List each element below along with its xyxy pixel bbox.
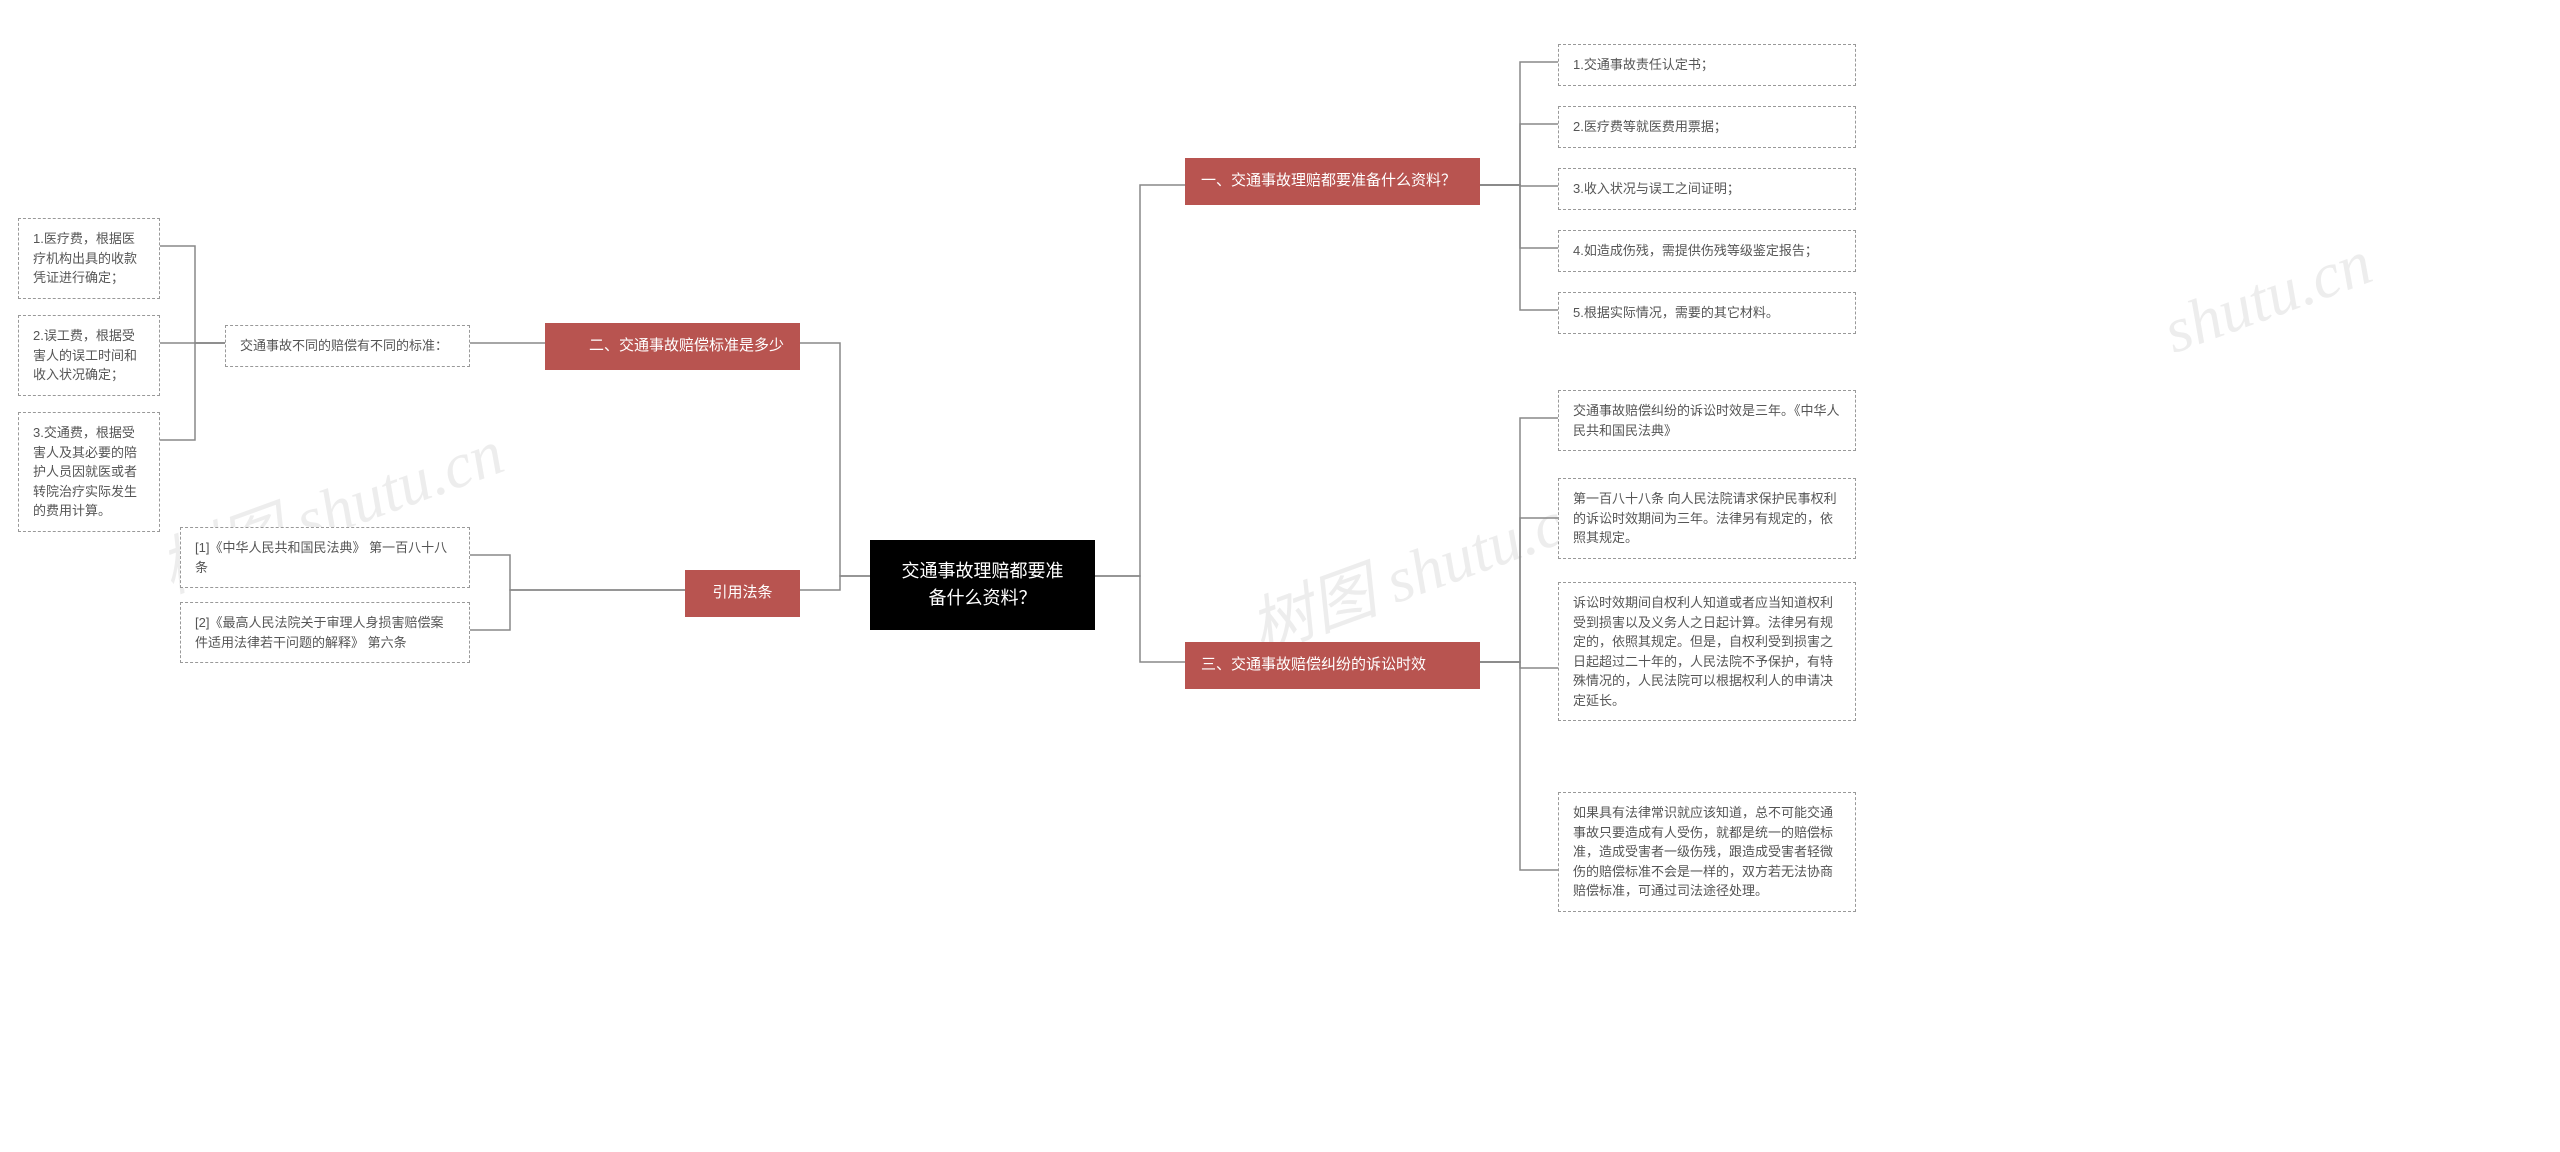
section-r3-title: 三、交通事故赔偿纠纷的诉讼时效	[1201, 654, 1426, 677]
leaf-r1-2: 3.收入状况与误工之间证明；	[1558, 168, 1856, 210]
mid-l2: 交通事故不同的赔偿有不同的标准：	[225, 325, 470, 367]
leaf-r3-3: 如果具有法律常识就应该知道，总不可能交通事故只要造成有人受伤，就都是统一的赔偿标…	[1558, 792, 1856, 912]
root-text: 交通事故理赔都要准备什么资料？	[894, 558, 1071, 612]
watermark: 树图 shutu.cn	[1235, 461, 1604, 670]
leaf-l4-0: [1]《中华人民共和国民法典》 第一百八十八条	[180, 527, 470, 588]
leaf-l2-0: 1.医疗费，根据医疗机构出具的收款凭证进行确定；	[18, 218, 160, 299]
leaf-r3-0: 交通事故赔偿纠纷的诉讼时效是三年。《中华人民共和国民法典》	[1558, 390, 1856, 451]
section-l2: 二、交通事故赔偿标准是多少	[545, 323, 800, 370]
leaf-r3-1: 第一百八十八条 向人民法院请求保护民事权利的诉讼时效期间为三年。法律另有规定的，…	[1558, 478, 1856, 559]
leaf-r1-1: 2.医疗费等就医费用票据；	[1558, 106, 1856, 148]
section-r1-title: 一、交通事故理赔都要准备什么资料？	[1201, 170, 1456, 193]
leaf-l2-2: 3.交通费，根据受害人及其必要的陪护人员因就医或者转院治疗实际发生的费用计算。	[18, 412, 160, 532]
section-r1: 一、交通事故理赔都要准备什么资料？	[1185, 158, 1480, 205]
section-r3: 三、交通事故赔偿纠纷的诉讼时效	[1185, 642, 1480, 689]
leaf-r3-2: 诉讼时效期间自权利人知道或者应当知道权利受到损害以及义务人之日起计算。法律另有规…	[1558, 582, 1856, 721]
leaf-r1-0: 1.交通事故责任认定书；	[1558, 44, 1856, 86]
mindmap-diagram: 树图 shutu.cn 树图 shutu.cn shutu.cn	[0, 0, 2560, 1152]
leaf-r1-3: 4.如造成伤残，需提供伤残等级鉴定报告；	[1558, 230, 1856, 272]
section-l4: 引用法条	[685, 570, 800, 617]
leaf-l4-1: [2]《最高人民法院关于审理人身损害赔偿案件适用法律若干问题的解释》 第六条	[180, 602, 470, 663]
leaf-r1-4: 5.根据实际情况，需要的其它材料。	[1558, 292, 1856, 334]
watermark: shutu.cn	[2154, 225, 2381, 368]
section-l2-title: 二、交通事故赔偿标准是多少	[589, 335, 784, 358]
section-l4-title: 引用法条	[712, 582, 772, 605]
leaf-l2-1: 2.误工费，根据受害人的误工时间和收入状况确定；	[18, 315, 160, 396]
root-node: 交通事故理赔都要准备什么资料？	[870, 540, 1095, 630]
